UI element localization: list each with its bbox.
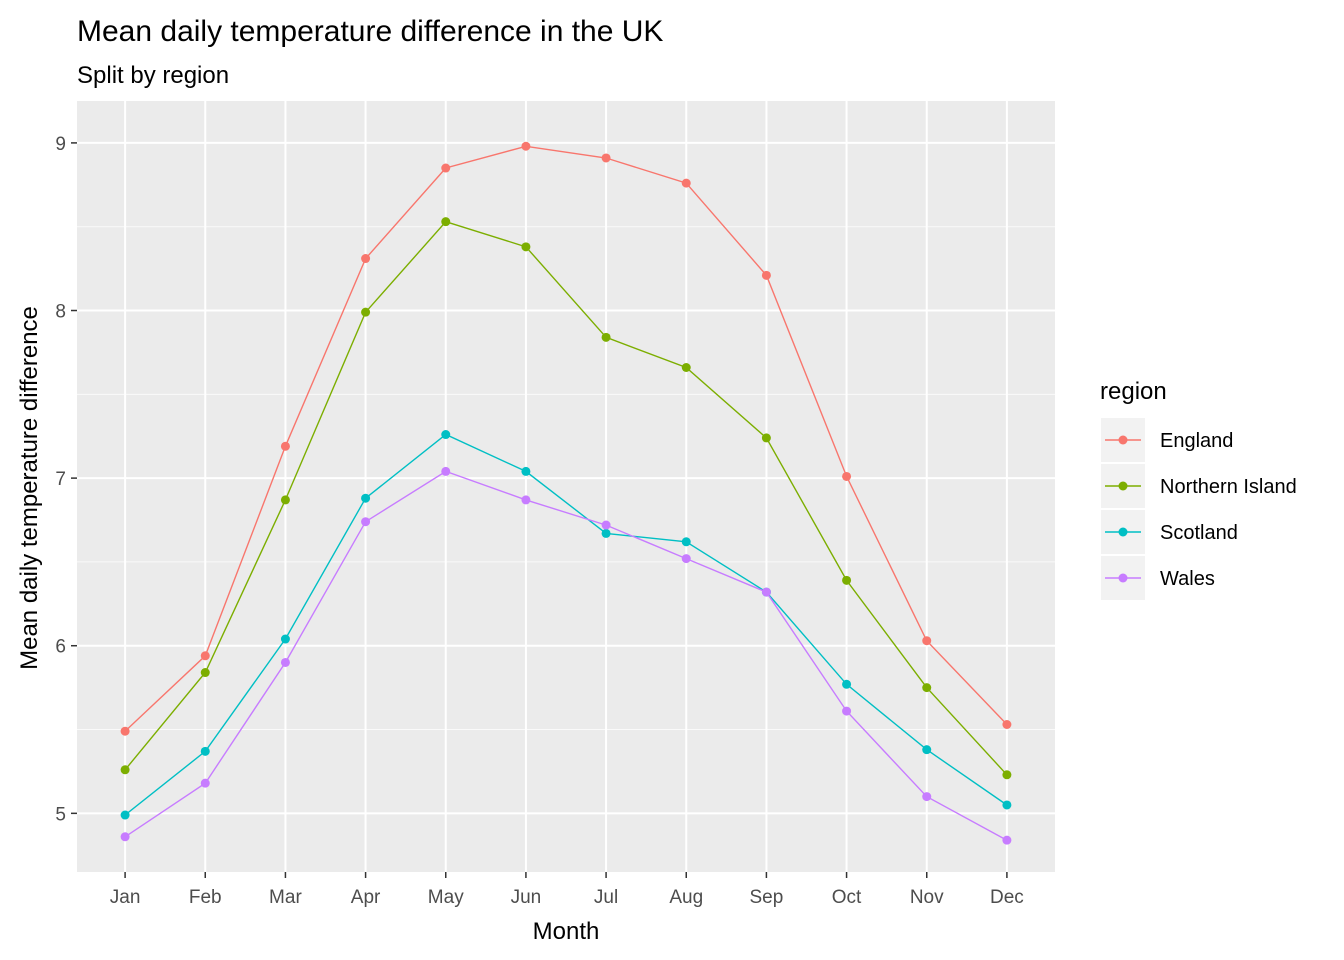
x-tick-label: Jun [511,887,542,908]
x-tick-label: Sep [750,887,784,908]
y-tick-label: 5 [55,804,66,825]
major-gridlines [77,101,1055,872]
legend-key-point [1118,527,1128,537]
data-point-northern-island [441,217,451,227]
data-point-wales [280,657,290,667]
data-point-northern-island [361,307,371,317]
data-point-scotland [521,466,531,476]
data-point-wales [120,832,130,842]
x-tick-label: Dec [990,887,1024,908]
data-point-northern-island [1002,770,1012,780]
legend-label: England [1160,430,1233,452]
data-point-england [361,254,371,264]
data-point-scotland [361,493,371,503]
series-line-wales [124,470,1008,841]
minor-gridlines [77,226,1055,731]
data-point-wales [681,554,691,564]
data-point-northern-island [120,765,130,775]
data-point-northern-island [601,332,611,342]
data-point-england [200,651,210,661]
data-point-scotland [280,634,290,644]
x-axis: Jan Feb Mar Apr May Jun Jul Aug Sep Oct Nov Dec [110,872,1024,908]
data-point-england [120,726,130,736]
data-point-wales [842,706,852,716]
x-tick-label: May [428,887,464,908]
x-tick-label: Jan [110,887,141,908]
data-point-scotland [601,528,611,538]
legend-title: region [1100,378,1167,405]
data-point-northern-island [761,433,771,443]
chart-title: Mean daily temperature difference in the… [77,15,663,48]
data-point-wales [521,495,531,505]
x-tick-label: Mar [269,887,302,908]
data-point-northern-island [200,668,210,678]
x-axis-title: Month [533,918,600,945]
data-point-scotland [1002,800,1012,810]
data-point-wales [601,520,611,530]
data-point-england [842,471,852,481]
data-point-england [681,178,691,188]
data-point-northern-island [922,683,932,693]
legend-label: Scotland [1160,522,1238,544]
y-axis-title: Mean daily temperature difference [16,306,43,670]
data-point-scotland [441,430,451,440]
data-point-england [601,153,611,163]
legend-label: Wales [1160,568,1215,590]
data-point-northern-island [280,495,290,505]
y-tick-label: 8 [55,302,66,323]
data-point-england [521,141,531,151]
y-tick-label: 7 [55,469,66,490]
legend: region England Northern Island Scotland Wal… [1100,378,1297,600]
data-point-england [441,163,451,173]
data-point-scotland [120,810,130,820]
x-tick-label: Nov [910,887,944,908]
plot-panel [77,101,1055,872]
data-point-wales [200,778,210,788]
data-point-england [761,270,771,280]
x-tick-label: Apr [351,887,381,908]
data-point-northern-island [681,362,691,372]
series-layer [120,141,1012,845]
legend-key-point [1118,573,1128,583]
series-line-england [124,145,1008,732]
data-point-england [280,441,290,451]
data-point-wales [761,587,771,597]
data-point-scotland [842,679,852,689]
x-tick-label: Aug [669,887,703,908]
data-point-wales [1002,835,1012,845]
series-line-scotland [124,433,1008,816]
x-tick-label: Feb [189,887,222,908]
data-point-northern-island [842,575,852,585]
y-axis: 5 6 7 8 9 [55,134,77,825]
data-point-northern-island [521,242,531,252]
y-tick-label: 9 [55,134,66,155]
x-tick-label: Oct [832,887,862,908]
series-line-northern-island [124,220,1008,776]
legend-label: Northern Island [1160,476,1297,498]
data-point-wales [441,466,451,476]
data-point-scotland [922,745,932,755]
data-point-wales [922,792,932,802]
data-point-wales [361,517,371,527]
data-point-scotland [681,537,691,547]
legend-items: England Northern Island Scotland Wales [1101,418,1297,600]
data-point-england [1002,720,1012,730]
x-tick-label: Jul [594,887,618,908]
legend-key-point [1118,435,1128,445]
data-point-england [922,636,932,646]
y-tick-label: 6 [55,637,66,658]
legend-key-point [1118,481,1128,491]
chart-subtitle: Split by region [77,62,229,89]
data-point-scotland [200,746,210,756]
